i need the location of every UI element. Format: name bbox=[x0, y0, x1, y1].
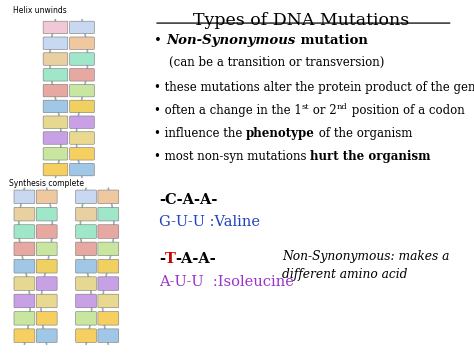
Text: -A-A-: -A-A- bbox=[176, 252, 217, 266]
Text: position of a codon: position of a codon bbox=[348, 104, 465, 117]
FancyBboxPatch shape bbox=[75, 329, 96, 343]
FancyBboxPatch shape bbox=[75, 225, 96, 238]
Text: Non-Synonymous: Non-Synonymous bbox=[166, 34, 296, 47]
FancyBboxPatch shape bbox=[14, 190, 35, 204]
FancyBboxPatch shape bbox=[70, 53, 94, 65]
Text: hurt the organism: hurt the organism bbox=[310, 151, 431, 163]
FancyBboxPatch shape bbox=[70, 84, 94, 97]
FancyBboxPatch shape bbox=[75, 312, 96, 325]
FancyBboxPatch shape bbox=[36, 277, 57, 290]
FancyBboxPatch shape bbox=[98, 329, 118, 343]
FancyBboxPatch shape bbox=[43, 116, 68, 129]
FancyBboxPatch shape bbox=[98, 312, 118, 325]
FancyBboxPatch shape bbox=[14, 260, 35, 273]
FancyBboxPatch shape bbox=[70, 132, 94, 144]
Text: G-U-U :Valine: G-U-U :Valine bbox=[159, 215, 260, 229]
FancyBboxPatch shape bbox=[70, 116, 94, 129]
FancyBboxPatch shape bbox=[98, 242, 118, 256]
FancyBboxPatch shape bbox=[36, 329, 57, 343]
FancyBboxPatch shape bbox=[70, 148, 94, 160]
FancyBboxPatch shape bbox=[98, 190, 118, 204]
FancyBboxPatch shape bbox=[70, 37, 94, 49]
Text: • most non-syn mutations: • most non-syn mutations bbox=[154, 151, 310, 163]
FancyBboxPatch shape bbox=[43, 148, 68, 160]
FancyBboxPatch shape bbox=[36, 260, 57, 273]
FancyBboxPatch shape bbox=[75, 190, 96, 204]
FancyBboxPatch shape bbox=[36, 294, 57, 308]
Text: phenotype: phenotype bbox=[246, 127, 315, 140]
FancyBboxPatch shape bbox=[36, 207, 57, 221]
Text: Types of DNA Mutations: Types of DNA Mutations bbox=[193, 12, 409, 29]
FancyBboxPatch shape bbox=[14, 294, 35, 308]
Text: • often a change in the 1: • often a change in the 1 bbox=[154, 104, 302, 117]
FancyBboxPatch shape bbox=[43, 132, 68, 144]
FancyBboxPatch shape bbox=[14, 329, 35, 343]
FancyBboxPatch shape bbox=[70, 100, 94, 113]
Text: Synthesis complete: Synthesis complete bbox=[9, 179, 83, 187]
FancyBboxPatch shape bbox=[75, 242, 96, 256]
Text: •: • bbox=[154, 34, 166, 47]
FancyBboxPatch shape bbox=[70, 163, 94, 176]
FancyBboxPatch shape bbox=[14, 277, 35, 290]
FancyBboxPatch shape bbox=[14, 312, 35, 325]
FancyBboxPatch shape bbox=[36, 312, 57, 325]
Text: -: - bbox=[159, 252, 165, 266]
FancyBboxPatch shape bbox=[43, 84, 68, 97]
FancyBboxPatch shape bbox=[98, 277, 118, 290]
FancyBboxPatch shape bbox=[14, 242, 35, 256]
FancyBboxPatch shape bbox=[70, 69, 94, 81]
FancyBboxPatch shape bbox=[75, 260, 96, 273]
FancyBboxPatch shape bbox=[43, 69, 68, 81]
Text: st: st bbox=[302, 103, 310, 111]
FancyBboxPatch shape bbox=[36, 225, 57, 238]
FancyBboxPatch shape bbox=[36, 242, 57, 256]
Text: -C-A-A-: -C-A-A- bbox=[159, 193, 217, 207]
Text: Non-Synonymous: makes a
different amino acid: Non-Synonymous: makes a different amino … bbox=[282, 250, 449, 281]
Text: mutation: mutation bbox=[296, 34, 367, 47]
FancyBboxPatch shape bbox=[43, 163, 68, 176]
FancyBboxPatch shape bbox=[43, 21, 68, 34]
Text: Helix unwinds: Helix unwinds bbox=[13, 6, 67, 15]
FancyBboxPatch shape bbox=[36, 190, 57, 204]
Text: • these mutations alter the protein product of the gene: • these mutations alter the protein prod… bbox=[154, 81, 474, 93]
Text: A-U-U  :Isoleucine: A-U-U :Isoleucine bbox=[159, 275, 294, 289]
FancyBboxPatch shape bbox=[75, 294, 96, 308]
FancyBboxPatch shape bbox=[43, 53, 68, 65]
FancyBboxPatch shape bbox=[98, 225, 118, 238]
FancyBboxPatch shape bbox=[43, 37, 68, 49]
FancyBboxPatch shape bbox=[98, 207, 118, 221]
FancyBboxPatch shape bbox=[75, 277, 96, 290]
FancyBboxPatch shape bbox=[43, 100, 68, 113]
FancyBboxPatch shape bbox=[98, 260, 118, 273]
Text: T: T bbox=[165, 252, 176, 266]
FancyBboxPatch shape bbox=[98, 294, 118, 308]
FancyBboxPatch shape bbox=[14, 207, 35, 221]
Text: nd: nd bbox=[337, 103, 348, 111]
Text: of the organism: of the organism bbox=[315, 127, 412, 140]
FancyBboxPatch shape bbox=[14, 225, 35, 238]
Text: or 2: or 2 bbox=[310, 104, 337, 117]
Text: (can be a transition or transversion): (can be a transition or transversion) bbox=[154, 56, 384, 69]
FancyBboxPatch shape bbox=[75, 207, 96, 221]
Text: • influence the: • influence the bbox=[154, 127, 246, 140]
FancyBboxPatch shape bbox=[70, 21, 94, 34]
